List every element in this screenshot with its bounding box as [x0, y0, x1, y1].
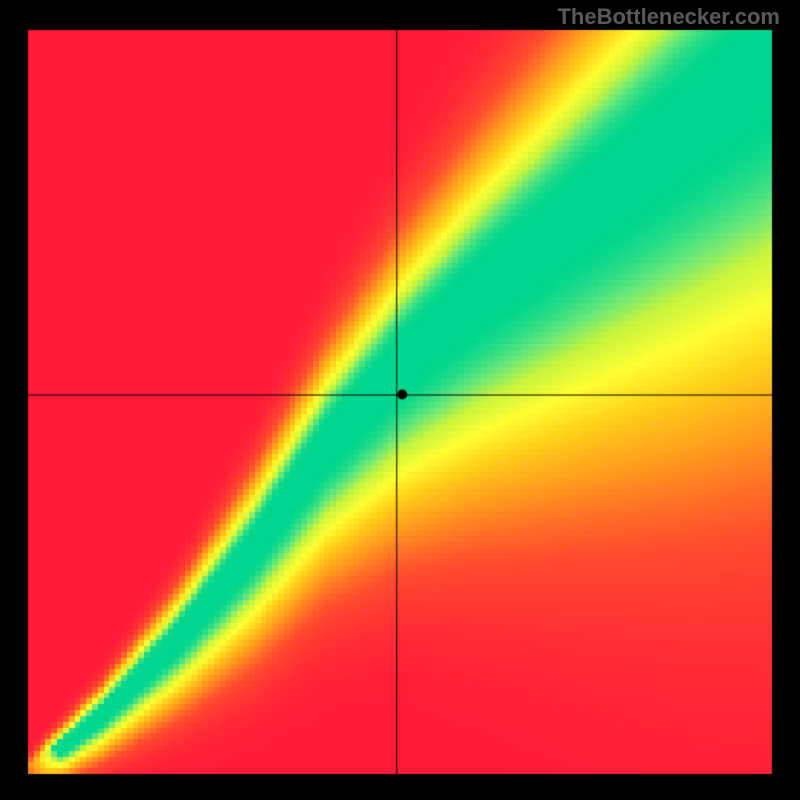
heatmap-canvas — [0, 0, 800, 800]
bottleneck-heatmap-container: TheBottlenecker.com — [0, 0, 800, 800]
watermark-text: TheBottlenecker.com — [557, 4, 780, 30]
